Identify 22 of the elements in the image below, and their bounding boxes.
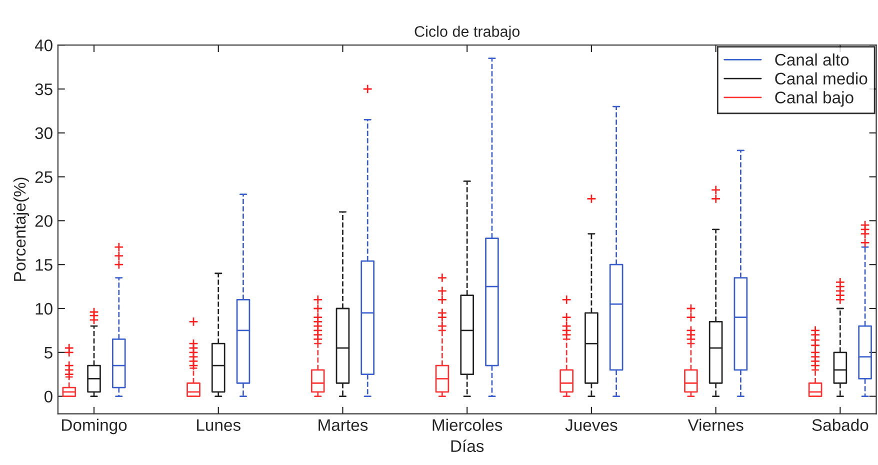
- y-tick-label: 25: [35, 171, 52, 184]
- legend-label: Canal alto: [775, 53, 849, 66]
- y-tick-label: 10: [36, 302, 52, 315]
- x-tick-label: Viernes: [688, 418, 744, 431]
- y-tick-label: 15: [36, 259, 52, 271]
- y-tick-label: 35: [35, 83, 52, 96]
- legend-label: Canal bajo: [775, 91, 854, 107]
- y-tick-label: 40: [34, 40, 52, 52]
- y-tick-label: 0: [44, 390, 52, 402]
- x-tick-label: Domingo: [62, 418, 127, 434]
- x-tick-label: Lunes: [197, 419, 240, 431]
- y-tick-label: 5: [44, 346, 52, 359]
- x-tick-label: Martes: [318, 419, 368, 431]
- x-tick-label: Sabado: [812, 418, 868, 431]
- x-axis-title: Días: [451, 440, 484, 452]
- x-tick-label: Miercoles: [432, 418, 502, 431]
- x-tick-label: Jueves: [565, 419, 618, 431]
- y-tick-label: 30: [35, 127, 52, 140]
- y-axis-title: Porcentaje(%): [13, 178, 29, 281]
- y-tick-label: 20: [35, 215, 52, 227]
- chart-title: Ciclo de trabajo: [414, 26, 520, 40]
- legend-label: Canal medio: [775, 72, 868, 85]
